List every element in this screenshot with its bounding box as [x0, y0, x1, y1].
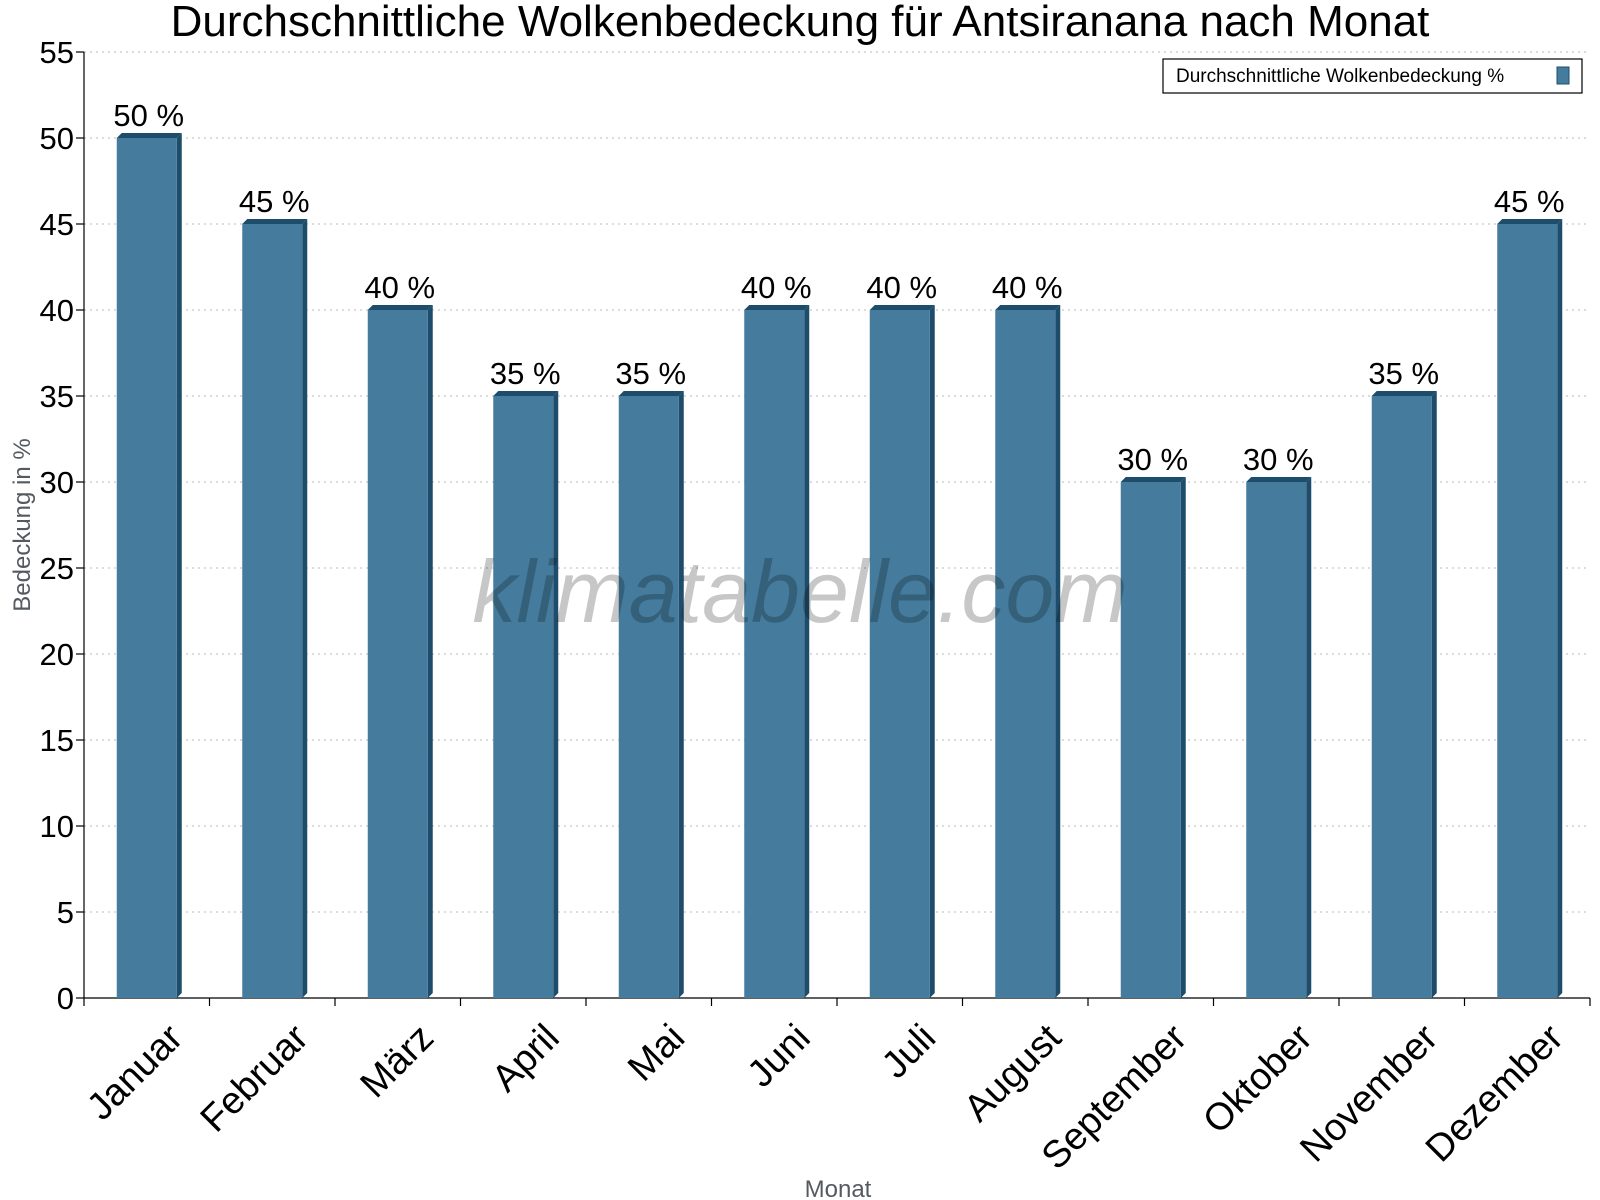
data-label: 35 %	[490, 356, 561, 391]
x-tick-label: Juni	[740, 1017, 819, 1096]
bar-side	[804, 305, 810, 998]
data-label: 30 %	[1243, 442, 1314, 477]
bar	[995, 310, 1056, 998]
bar-top	[995, 305, 1061, 310]
bar-side	[176, 133, 182, 998]
bar-top	[1497, 219, 1563, 224]
bar-side	[1306, 477, 1312, 998]
data-label: 40 %	[992, 270, 1063, 305]
bar-series: 50 % 45 % 40 % 35 % 35 % 40 % 40 % 40 % 30 % 30 %…	[113, 98, 1565, 998]
bar-top	[493, 391, 559, 396]
data-label: 40 %	[866, 270, 937, 305]
y-tick-label: 5	[57, 895, 74, 930]
bar-top	[869, 305, 935, 310]
bar-side	[929, 305, 935, 998]
x-tick-label: Oktober	[1195, 1016, 1321, 1142]
y-axis: 0 5 10 15 20 25 30 35 40 45 50 55	[40, 35, 85, 1016]
y-tick-label: 50	[40, 121, 74, 156]
bar	[493, 396, 554, 998]
bar	[367, 310, 428, 998]
bar-top	[116, 133, 182, 138]
bar-side	[1055, 305, 1061, 998]
bar-top	[618, 391, 684, 396]
bar-side	[1431, 391, 1437, 998]
bar-top	[1371, 391, 1437, 396]
bar	[116, 138, 177, 998]
bar	[869, 310, 930, 998]
bar-top	[1120, 477, 1186, 482]
x-tick-label: Dezember	[1418, 1016, 1572, 1170]
legend-box	[1162, 58, 1583, 94]
bar-top	[242, 219, 308, 224]
bar-side	[1180, 477, 1186, 998]
x-tick-label: März	[353, 1017, 442, 1106]
bar	[1246, 482, 1307, 998]
chart-title: Durchschnittliche Wolkenbedeckung für An…	[171, 0, 1430, 46]
x-tick-label: Mai	[620, 1017, 693, 1090]
y-tick-label: 0	[57, 981, 74, 1016]
bar-top	[744, 305, 810, 310]
y-axis-label: Bedeckung in %	[9, 438, 36, 611]
data-label: 45 %	[1494, 184, 1565, 219]
bar	[242, 224, 303, 998]
bar-side	[427, 305, 433, 998]
x-tick-label: Februar	[193, 1016, 317, 1140]
bar-top	[367, 305, 433, 310]
data-label: 45 %	[239, 184, 310, 219]
y-tick-label: 40	[40, 293, 74, 328]
y-tick-label: 35	[40, 379, 74, 414]
y-tick-label: 45	[40, 207, 74, 242]
x-axis-label: Monat	[805, 1176, 872, 1200]
bar-top	[1246, 477, 1312, 482]
data-label: 30 %	[1117, 442, 1188, 477]
bar-side	[678, 391, 684, 998]
bar	[618, 396, 679, 998]
data-label: 40 %	[364, 270, 435, 305]
data-label: 35 %	[615, 356, 686, 391]
y-tick-label: 10	[40, 809, 74, 844]
bar	[1497, 224, 1558, 998]
y-tick-label: 25	[40, 551, 74, 586]
bar-side	[302, 219, 308, 998]
legend-label: Durchschnittliche Wolkenbedeckung %	[1176, 66, 1504, 87]
watermark-text: klimatabelle.com	[472, 542, 1127, 641]
y-tick-label: 15	[40, 723, 74, 758]
grid-lines	[84, 51, 1590, 913]
x-tick-label: Januar	[79, 1016, 191, 1128]
legend: Durchschnittliche Wolkenbedeckung %	[1162, 58, 1583, 94]
y-tick-label: 20	[40, 637, 74, 672]
data-label: 50 %	[113, 98, 184, 133]
x-tick-label: Juli	[874, 1017, 944, 1087]
x-axis: Januar Februar März April Mai Juni Juli AugustS…	[79, 997, 1591, 1178]
bar-side	[553, 391, 559, 998]
bar	[744, 310, 805, 998]
bar	[1120, 482, 1181, 998]
legend-swatch	[1556, 66, 1570, 85]
x-tick-label: April	[484, 1017, 567, 1100]
bar-side	[1557, 219, 1563, 998]
y-tick-label: 55	[40, 35, 74, 70]
bar	[1371, 396, 1432, 998]
x-tick-label: August	[956, 1016, 1070, 1130]
y-tick-label: 30	[40, 465, 74, 500]
data-label: 40 %	[741, 270, 812, 305]
data-label: 35 %	[1368, 356, 1439, 391]
